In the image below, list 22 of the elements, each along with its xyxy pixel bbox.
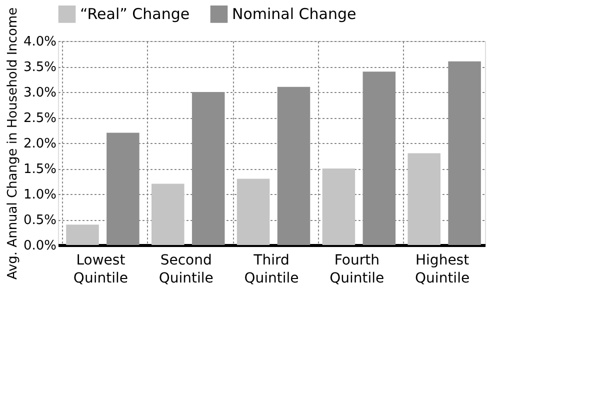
- x-tick-label: Highest Quintile: [415, 252, 470, 286]
- y-tick-label: 3.5%: [23, 60, 56, 75]
- bar: [322, 168, 356, 245]
- y-tick-label: 0.0%: [23, 238, 56, 254]
- y-axis-title: Avg. Annual Change in Household Income: [5, 7, 20, 280]
- y-tick-label: 0.5%: [23, 213, 56, 228]
- y-tick-label: 3.0%: [23, 86, 56, 100]
- bar: [408, 153, 440, 245]
- y-tick-label: 2.5%: [23, 111, 56, 126]
- y-tick-label: 2.0%: [23, 136, 56, 152]
- x-tick-label: Second Quintile: [158, 252, 214, 286]
- x-tick-label: Lowest Quintile: [73, 252, 128, 286]
- bar: [66, 224, 99, 245]
- y-tick-label: 1.0%: [23, 188, 56, 202]
- y-tick-label: 4.0%: [23, 34, 56, 50]
- legend-label: Nominal Change: [232, 5, 356, 24]
- y-tick-label: 1.5%: [23, 162, 56, 177]
- bar: [236, 178, 270, 245]
- x-tick-label: Third Quintile: [244, 252, 299, 286]
- bar: [152, 184, 184, 245]
- x-tick-label: Fourth Quintile: [330, 252, 384, 286]
- legend-label: “Real” Change: [80, 5, 190, 24]
